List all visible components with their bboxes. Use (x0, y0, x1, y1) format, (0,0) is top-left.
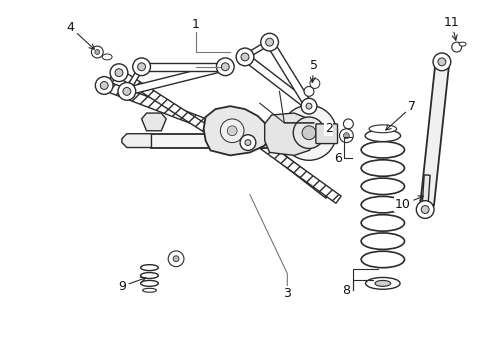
Circle shape (260, 33, 278, 51)
Polygon shape (247, 132, 341, 203)
Circle shape (293, 117, 324, 148)
Circle shape (304, 86, 313, 96)
Circle shape (420, 206, 428, 213)
Polygon shape (105, 82, 251, 145)
Circle shape (100, 82, 108, 89)
Circle shape (305, 103, 311, 109)
Polygon shape (243, 40, 270, 59)
Circle shape (309, 78, 319, 89)
Circle shape (132, 58, 150, 76)
Polygon shape (203, 106, 269, 156)
Polygon shape (115, 68, 242, 154)
Circle shape (227, 126, 237, 136)
Circle shape (281, 105, 336, 160)
Circle shape (236, 48, 253, 66)
Ellipse shape (102, 54, 112, 60)
Polygon shape (242, 54, 311, 109)
Ellipse shape (458, 42, 465, 46)
Circle shape (118, 82, 136, 100)
Text: 2: 2 (324, 122, 332, 135)
Circle shape (415, 201, 433, 219)
Circle shape (241, 53, 248, 61)
Polygon shape (265, 40, 312, 108)
Polygon shape (142, 113, 166, 131)
Circle shape (343, 133, 348, 139)
Circle shape (220, 119, 244, 143)
Polygon shape (122, 134, 151, 148)
Circle shape (168, 251, 183, 267)
Polygon shape (124, 66, 143, 93)
Circle shape (244, 140, 250, 145)
Polygon shape (237, 122, 331, 198)
Ellipse shape (365, 278, 399, 289)
Circle shape (138, 63, 145, 71)
Text: 11: 11 (443, 16, 459, 40)
Circle shape (343, 119, 352, 129)
Polygon shape (142, 63, 225, 71)
FancyBboxPatch shape (315, 124, 337, 144)
Circle shape (115, 69, 122, 77)
Ellipse shape (365, 130, 400, 141)
Circle shape (110, 64, 127, 82)
Text: 8: 8 (342, 284, 350, 297)
Text: 4: 4 (67, 21, 94, 49)
Circle shape (122, 87, 130, 95)
Circle shape (301, 98, 316, 114)
Text: 1: 1 (191, 18, 199, 31)
Text: 3: 3 (283, 287, 291, 300)
Text: 6: 6 (334, 152, 342, 165)
Circle shape (451, 42, 461, 52)
Ellipse shape (368, 125, 396, 133)
Circle shape (302, 126, 315, 140)
Circle shape (432, 53, 450, 71)
Circle shape (95, 50, 100, 54)
Ellipse shape (374, 280, 390, 286)
Circle shape (91, 46, 103, 58)
Polygon shape (419, 66, 448, 205)
Circle shape (221, 63, 229, 71)
Polygon shape (151, 134, 308, 148)
Polygon shape (105, 71, 119, 87)
Circle shape (437, 58, 445, 66)
Circle shape (216, 58, 234, 76)
Circle shape (265, 38, 273, 46)
Text: 7: 7 (385, 100, 415, 130)
Circle shape (339, 129, 352, 143)
Circle shape (95, 77, 113, 94)
Text: 10: 10 (394, 196, 423, 211)
Circle shape (240, 135, 255, 150)
Text: 5: 5 (309, 59, 317, 82)
Text: 9: 9 (118, 277, 145, 293)
Polygon shape (125, 63, 226, 95)
Circle shape (173, 256, 179, 262)
Polygon shape (264, 113, 318, 156)
Polygon shape (421, 175, 429, 205)
